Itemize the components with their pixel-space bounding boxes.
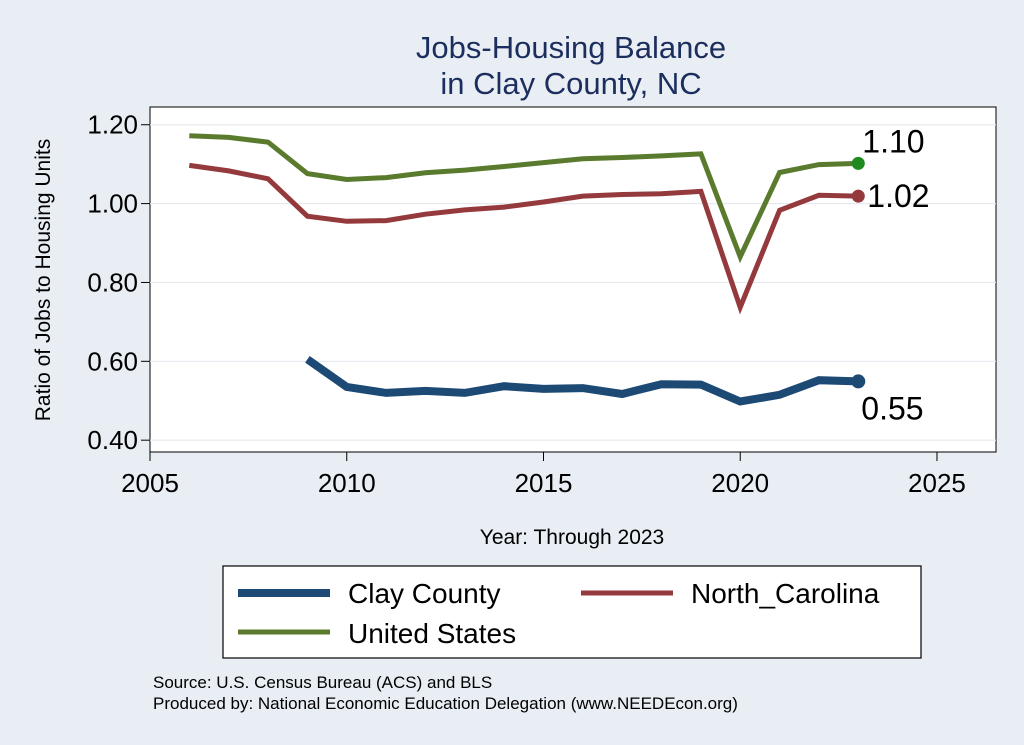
legend-box bbox=[222, 565, 922, 659]
y-tick-label: 1.20 bbox=[87, 110, 138, 140]
y-tick-label: 0.40 bbox=[87, 425, 138, 455]
x-tick-label: 2025 bbox=[908, 468, 966, 498]
x-tick-label: 2020 bbox=[711, 468, 769, 498]
y-axis-title: Ratio of Jobs to Housing Units bbox=[32, 139, 55, 421]
y-axis: 0.40 0.60 0.80 1.00 1.20 bbox=[87, 110, 150, 455]
end-label-united-states: 1.10 bbox=[862, 123, 924, 159]
y-tick-label: 0.80 bbox=[87, 267, 138, 297]
x-tick-label: 2005 bbox=[121, 468, 179, 498]
end-markers bbox=[851, 156, 866, 389]
chart-title-line-2: in Clay County, NC bbox=[440, 66, 701, 101]
gridlines bbox=[150, 124, 996, 441]
legend-label-clay-county: Clay County bbox=[348, 578, 501, 609]
series-line-united-states bbox=[189, 133, 859, 264]
end-marker-north-carolina bbox=[851, 189, 865, 203]
legend-label-north-carolina: North_Carolina bbox=[691, 578, 880, 609]
producer-line: Produced by: National Economic Education… bbox=[153, 694, 738, 713]
legend-label-united-states: United States bbox=[348, 618, 516, 649]
x-tick-label: 2010 bbox=[318, 468, 376, 498]
legend: Clay County North_Carolina United States bbox=[238, 578, 880, 649]
x-axis: 2005 2010 2015 2020 2025 bbox=[121, 452, 966, 498]
x-axis-title: Year: Through 2023 bbox=[480, 526, 665, 549]
chart-title-line-1: Jobs-Housing Balance bbox=[416, 30, 726, 65]
y-tick-label: 0.60 bbox=[87, 346, 138, 376]
source-line: Source: U.S. Census Bureau (ACS) and BLS bbox=[153, 673, 492, 692]
series-line-clay-county bbox=[305, 356, 859, 406]
end-marker-united-states bbox=[851, 156, 865, 170]
y-tick-label: 1.00 bbox=[87, 189, 138, 219]
end-label-clay-county: 0.55 bbox=[861, 390, 923, 426]
series-line-north-carolina bbox=[188, 162, 859, 315]
end-marker-clay-county bbox=[851, 374, 866, 389]
end-labels: 1.10 1.02 0.55 bbox=[861, 123, 929, 426]
x-tick-label: 2015 bbox=[515, 468, 573, 498]
end-label-north-carolina: 1.02 bbox=[867, 178, 929, 214]
series-layer bbox=[188, 133, 859, 406]
